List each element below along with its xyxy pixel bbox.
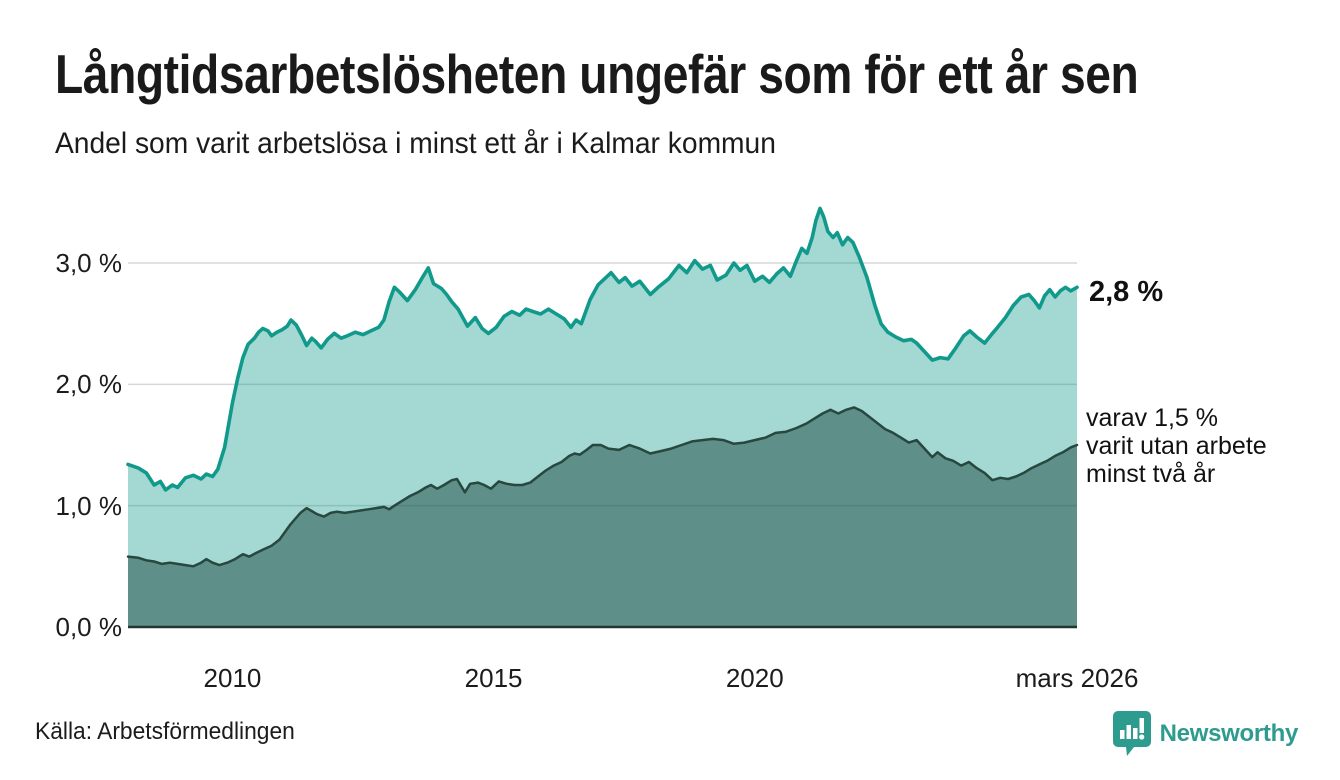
x-tick-label: 2015	[464, 663, 523, 693]
annotation-line: varit utan arbete	[1086, 432, 1267, 460]
newsworthy-logo: Newsworthy	[1112, 710, 1298, 758]
secondary-series-annotation: varav 1,5 % varit utan arbete minst två …	[1086, 404, 1267, 488]
annotation-line: varav 1,5 %	[1086, 404, 1219, 432]
y-tick-label: 2,0 %	[55, 369, 123, 400]
y-tick-label: 3,0 %	[55, 248, 123, 278]
logo-bar-chart-glyph	[1119, 718, 1144, 740]
newsworthy-logo-icon	[1112, 711, 1151, 756]
logo-bubble-shape	[1112, 711, 1151, 756]
x-tick-label: 2010	[203, 663, 262, 693]
x-tick-label: 2020	[725, 663, 784, 693]
brand-name: Newsworthy	[1159, 720, 1299, 747]
y-tick-label: 1,0 %	[55, 490, 123, 521]
series-line-arbetslosa_minst_ett_ar	[126, 206, 1079, 492]
page-title: Långtidsarbetslösheten ungefär som för e…	[55, 43, 1139, 105]
y-tick-label: 0,0 %	[55, 612, 123, 642]
source-attribution: Källa: Arbetsförmedlingen	[35, 718, 295, 745]
x-tick-label: mars 2026	[1015, 663, 1139, 693]
series-area-utan_arbete_minst_tva_ar	[128, 407, 1077, 627]
page-subtitle: Andel som varit arbetslösa i minst ett å…	[55, 127, 776, 160]
series-line-utan_arbete_minst_tva_ar	[126, 406, 1079, 568]
annotation-line: minst två år	[1086, 460, 1216, 488]
latest-value-label: 2,8 %	[1089, 276, 1164, 308]
